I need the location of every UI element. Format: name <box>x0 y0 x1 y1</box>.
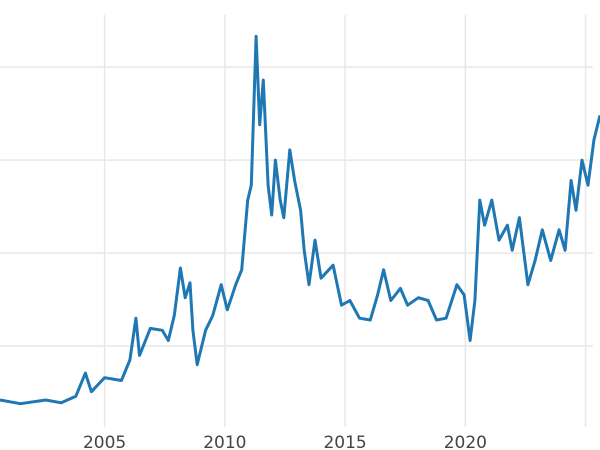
x-tick-label: 2020 <box>444 433 487 450</box>
gridlines <box>0 15 593 427</box>
x-tick-label: 2010 <box>203 433 246 450</box>
x-tick-label: 2005 <box>83 433 126 450</box>
x-tick-labels: 2005 2010 2015 2020 <box>83 433 487 450</box>
series-line <box>0 34 600 406</box>
x-tick-label: 2015 <box>323 433 366 450</box>
